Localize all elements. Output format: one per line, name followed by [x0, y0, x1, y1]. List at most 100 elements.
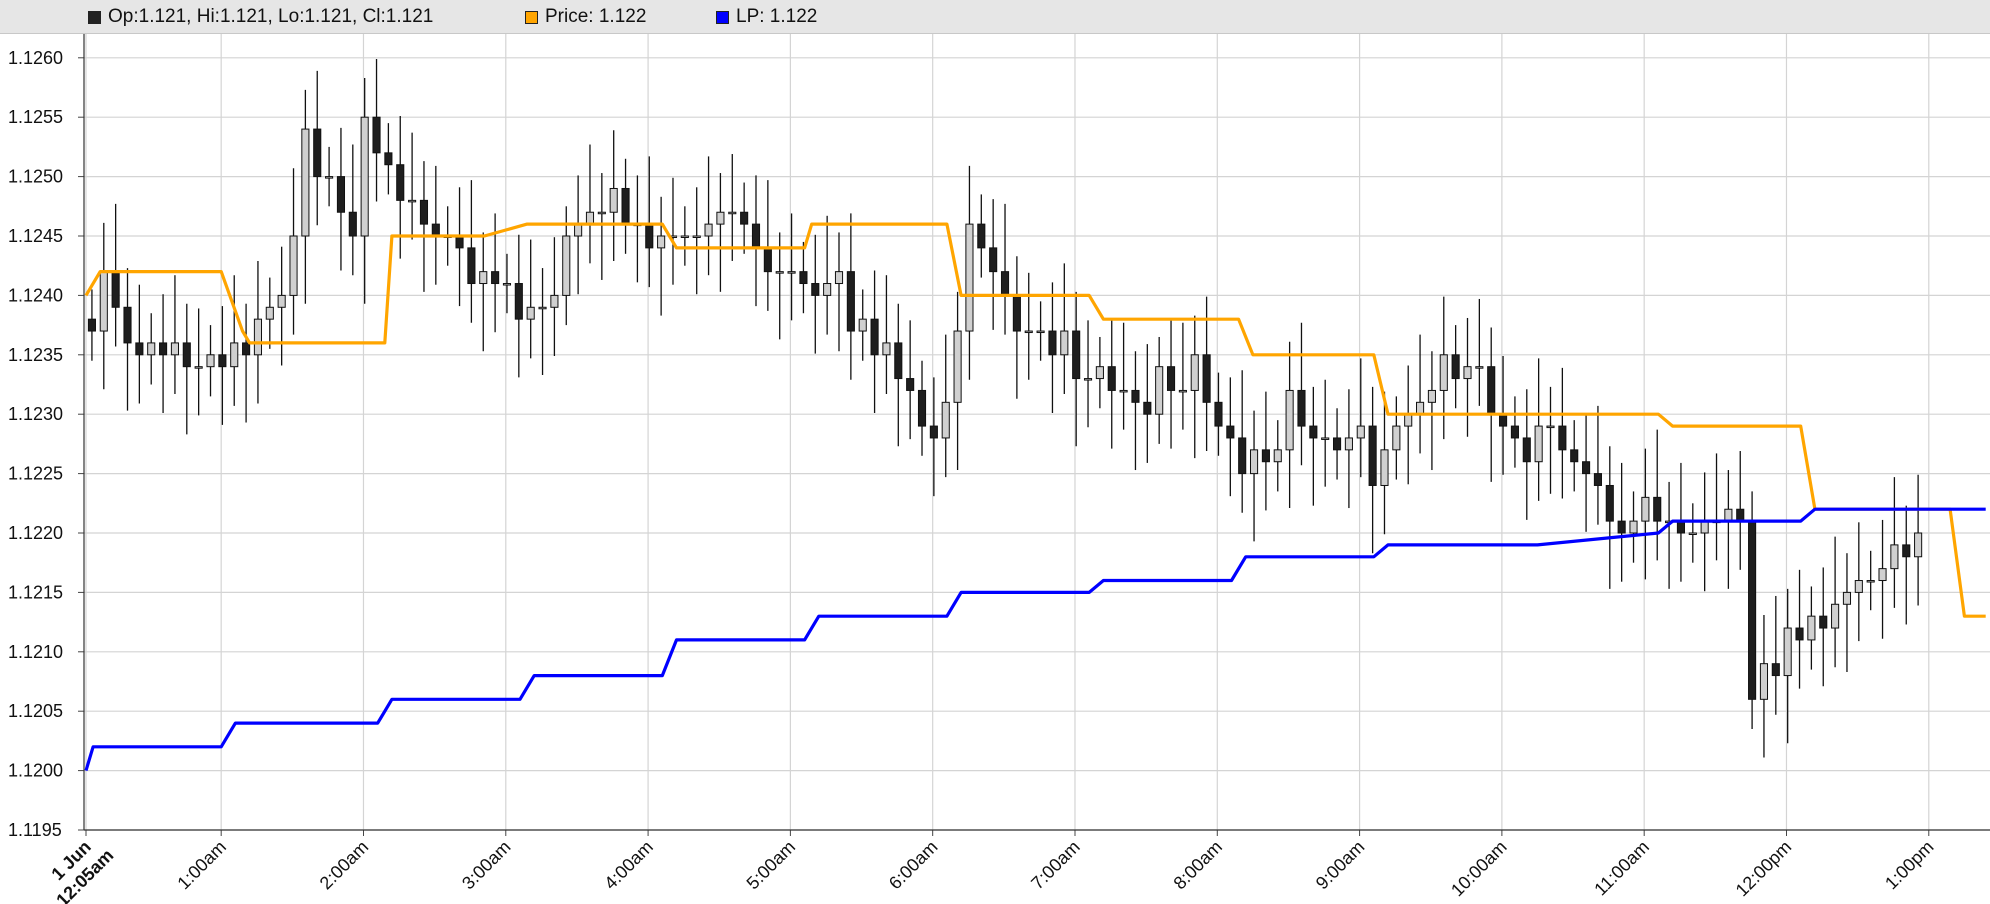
x-tick-label-group: 12:00pm [1732, 837, 1796, 901]
candle-body [1297, 389, 1306, 427]
candle-body [1107, 366, 1116, 391]
candle-body [716, 211, 725, 225]
candle-body [1831, 603, 1840, 629]
candle-body [751, 223, 761, 249]
candle-body [799, 271, 808, 285]
candle-body [1416, 401, 1425, 415]
y-tick-label: 1.1250 [8, 167, 63, 187]
candle-body [491, 271, 500, 285]
candle-body [431, 223, 440, 237]
candle-body [1368, 425, 1377, 486]
candle-body [1653, 496, 1662, 522]
candle-body [621, 187, 630, 225]
candle-body [1439, 354, 1448, 391]
x-tick-label: 1:00pm [1881, 837, 1938, 894]
candle-body [1795, 627, 1804, 641]
indicator-lines [84, 222, 1986, 772]
candle-body [1000, 271, 1010, 296]
candle-body [265, 306, 274, 320]
candle-body [585, 211, 595, 225]
candle-body [1487, 366, 1496, 415]
x-tick-label-group: 8:00am [1170, 837, 1227, 894]
candle-body [775, 271, 784, 274]
candle-body [1060, 330, 1069, 356]
candle-body [230, 342, 239, 368]
y-tick-label: 1.1230 [8, 404, 63, 424]
y-tick-label: 1.1240 [8, 285, 63, 305]
x-tick-label-group: 11:00am [1590, 837, 1653, 900]
x-tick-label-group: 2:00am [316, 837, 373, 894]
candle-body [419, 199, 429, 225]
candle-body [1902, 544, 1911, 558]
legend-ohlc-label: Op:1.121, Hi:1.121, Lo:1.121, Cl:1.121 [108, 6, 434, 27]
candle-body [811, 283, 820, 296]
candle-body [1700, 520, 1709, 534]
legend-price-label: Price: 1.122 [545, 6, 647, 27]
legend-price: Price: 1.122 [525, 6, 647, 27]
candle-body [977, 223, 986, 249]
candle-body [1036, 330, 1045, 334]
candle-body [1226, 425, 1235, 439]
candle-body [159, 342, 168, 356]
lp-swatch-icon [716, 10, 729, 24]
candle-body [1866, 580, 1875, 583]
x-tick-label: 6:00am [885, 837, 942, 894]
x-tick-label: 3:00am [458, 837, 515, 894]
candle-body [704, 223, 713, 237]
candle-body [1522, 437, 1531, 463]
candle-body [242, 342, 251, 356]
candle-body [550, 294, 559, 308]
candle-body [1190, 354, 1199, 391]
x-tick-label: 8:00am [1170, 837, 1227, 894]
candle-body [1593, 473, 1602, 486]
x-tick-label-group: 10:00am [1447, 837, 1511, 901]
legend-ohlc: Op:1.121, Hi:1.121, Lo:1.121, Cl:1.121 [88, 6, 434, 27]
candle-body [479, 271, 488, 285]
candle-body [1641, 496, 1650, 522]
candle-body [1273, 449, 1282, 463]
candle-body [1012, 294, 1021, 332]
candle-body [502, 283, 512, 286]
ohlc-swatch-icon [88, 10, 101, 24]
candle-body [787, 271, 796, 274]
candle-body [1178, 389, 1187, 393]
candle-body [1024, 330, 1033, 334]
candle-body [1724, 508, 1733, 522]
candle-body [111, 271, 120, 308]
candle-body [1202, 354, 1211, 403]
x-tick-label-group: 9:00am [1312, 837, 1369, 894]
candle-body [1510, 425, 1519, 439]
candle-body [846, 271, 855, 332]
candle-body [289, 235, 298, 296]
legend-bar: Op:1.121, Hi:1.121, Lo:1.121, Cl:1.121 P… [0, 0, 1990, 34]
x-tick-label: 1:00am [173, 837, 230, 894]
candle-body [858, 318, 867, 332]
x-tick-label: 5:00am [743, 837, 800, 894]
candle-body [692, 235, 701, 238]
candle-body [1605, 484, 1614, 522]
candle-body [301, 128, 310, 237]
candle-body [1499, 413, 1508, 427]
y-tick-label: 1.1210 [8, 642, 63, 662]
candle-body [194, 366, 203, 369]
y-tick-label: 1.1255 [8, 107, 63, 127]
y-tick-label: 1.1220 [8, 523, 63, 543]
candle-body [1131, 389, 1140, 403]
candle-body [1463, 366, 1472, 380]
y-tick-label: 1.1235 [8, 345, 63, 365]
candle-body [1166, 366, 1176, 391]
candle-body [1451, 354, 1460, 380]
candle-body [336, 176, 346, 213]
candle-body [206, 354, 215, 368]
candle-body [1155, 366, 1164, 415]
candle-body [989, 247, 998, 273]
candles [87, 58, 1923, 758]
candle-body [360, 116, 369, 237]
candle-body [1819, 615, 1828, 629]
candle-body [384, 152, 393, 166]
candle-body [1688, 532, 1697, 535]
candle-body [597, 211, 606, 215]
candle-body [1570, 449, 1579, 463]
